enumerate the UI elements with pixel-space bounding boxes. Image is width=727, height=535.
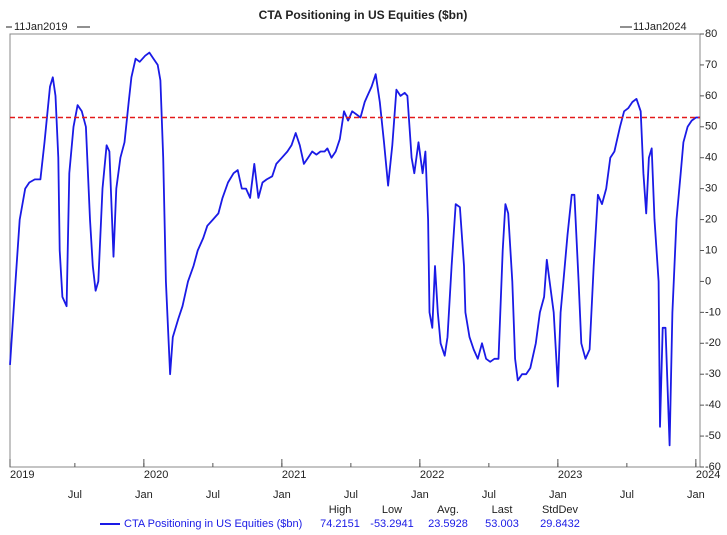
y-tick-label: -10 [705, 306, 721, 318]
y-tick-label: 40 [705, 152, 717, 164]
y-tick-label: -30 [705, 368, 721, 380]
stat-value: 29.8432 [540, 518, 580, 530]
end-label: 11Jan2024 [633, 21, 687, 33]
stat-header: High [329, 504, 352, 516]
x-tick-label: Jul [68, 489, 82, 501]
stat-header: StdDev [542, 504, 579, 516]
x-tick-label: Jul [482, 489, 496, 501]
year-label: 2020 [144, 469, 168, 481]
stat-value: 74.2151 [320, 518, 360, 530]
y-tick-label: -20 [705, 337, 721, 349]
x-tick-label: Jul [206, 489, 220, 501]
year-label: 2024 [696, 469, 720, 481]
stat-header: Avg. [437, 504, 459, 516]
year-label: 2021 [282, 469, 306, 481]
stat-value: 23.5928 [428, 518, 468, 530]
x-tick-label: Jan [135, 489, 153, 501]
year-label: 2023 [558, 469, 582, 481]
x-tick-label: Jan [411, 489, 429, 501]
y-tick-label: -40 [705, 399, 721, 411]
x-tick-label: Jul [620, 489, 634, 501]
series-line [9, 51, 700, 447]
y-tick-label: 50 [705, 121, 717, 133]
stat-value: 53.003 [485, 518, 519, 530]
year-label: 2022 [420, 469, 444, 481]
y-tick-label: 30 [705, 183, 717, 195]
year-label: 2019 [10, 469, 34, 481]
chart-title: CTA Positioning in US Equities ($bn) [259, 8, 468, 22]
stat-header: Low [382, 504, 402, 516]
y-tick-label: 70 [705, 59, 717, 71]
y-tick-label: 0 [705, 275, 711, 287]
x-tick-label: Jul [344, 489, 358, 501]
x-tick-label: Jan [687, 489, 705, 501]
x-tick-label: Jan [549, 489, 567, 501]
x-tick-label: Jan [273, 489, 291, 501]
stat-header: Last [492, 504, 513, 516]
y-tick-label: 10 [705, 244, 717, 256]
y-tick-label: 80 [705, 28, 717, 40]
stat-value: -53.2941 [370, 518, 413, 530]
y-tick-label: -60 [705, 461, 721, 473]
start-label: 11Jan2019 [14, 21, 68, 33]
y-tick-label: 20 [705, 213, 717, 225]
legend-label: CTA Positioning in US Equities ($bn) [124, 518, 302, 530]
y-tick-label: -50 [705, 430, 721, 442]
y-tick-label: 60 [705, 90, 717, 102]
